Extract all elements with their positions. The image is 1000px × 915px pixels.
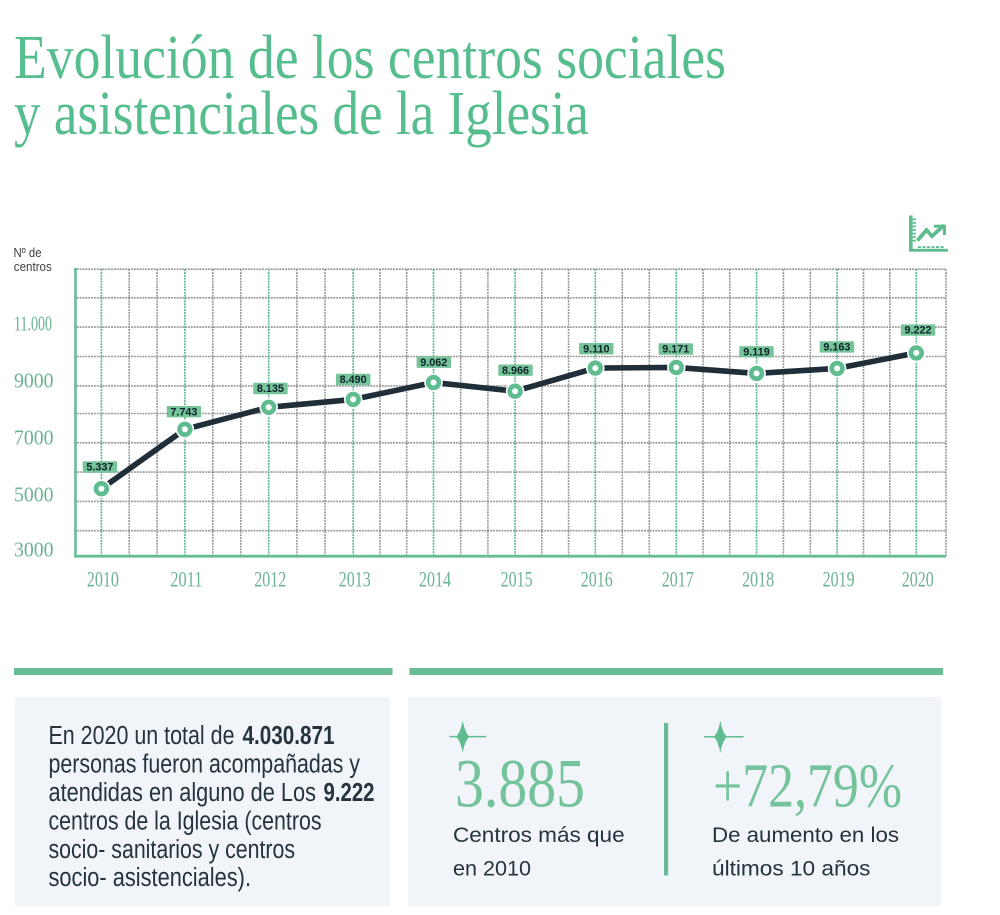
svg-text:9.171: 9.171: [662, 344, 689, 356]
svg-text:8.135: 8.135: [257, 383, 284, 395]
svg-text:8.490: 8.490: [340, 374, 367, 386]
svg-text:2010: 2010: [87, 567, 119, 592]
svg-text:8.966: 8.966: [502, 365, 529, 377]
svg-text:socio- sanitarios y centros: socio- sanitarios y centros: [49, 836, 296, 864]
svg-text:Evolución de los centros socia: Evolución de los centros sociales: [14, 24, 726, 92]
svg-text:centros de la Iglesia (centros: centros de la Iglesia (centros: [49, 808, 322, 836]
svg-text:En 2020 un total de: En 2020 un total de: [49, 722, 235, 750]
svg-text:personas fueron acompañadas y: personas fueron acompañadas y: [49, 751, 361, 779]
svg-text:2011: 2011: [170, 567, 202, 592]
svg-text:y asistenciales de la Iglesia: y asistenciales de la Iglesia: [14, 80, 589, 148]
svg-text:4.030.871: 4.030.871: [243, 722, 335, 750]
svg-text:Nº de: Nº de: [14, 245, 42, 260]
svg-text:5.337: 5.337: [86, 462, 113, 474]
svg-text:9000: 9000: [14, 368, 54, 392]
svg-text:en 2010: en 2010: [453, 857, 531, 881]
svg-text:3.885: 3.885: [455, 745, 585, 821]
svg-text:2016: 2016: [581, 567, 613, 592]
svg-text:atendidas en alguno de Los: atendidas en alguno de Los: [49, 779, 317, 807]
svg-text:2012: 2012: [254, 567, 286, 592]
svg-text:11.000: 11.000: [14, 311, 52, 335]
svg-text:2014: 2014: [419, 567, 451, 592]
svg-text:+72,79%: +72,79%: [713, 752, 902, 820]
svg-text:9.110: 9.110: [583, 343, 609, 355]
svg-text:7000: 7000: [14, 426, 54, 450]
svg-text:2015: 2015: [501, 567, 533, 592]
svg-text:9.163: 9.163: [823, 342, 850, 354]
svg-text:2013: 2013: [339, 567, 371, 592]
svg-text:2019: 2019: [823, 567, 855, 592]
svg-text:7.743: 7.743: [170, 406, 197, 418]
svg-text:De aumento en los: De aumento en los: [712, 823, 899, 847]
svg-text:9.222: 9.222: [904, 325, 931, 337]
svg-text:2020: 2020: [902, 567, 934, 592]
svg-text:9.062: 9.062: [420, 357, 447, 369]
svg-text:3000: 3000: [14, 538, 54, 562]
svg-text:5000: 5000: [14, 483, 54, 507]
svg-text:9.119: 9.119: [743, 346, 769, 358]
svg-text:9.222: 9.222: [324, 779, 375, 807]
svg-text:socio- asistenciales).: socio- asistenciales).: [49, 864, 252, 892]
svg-text:centros: centros: [14, 259, 52, 274]
svg-text:últimos 10 años: últimos 10 años: [712, 857, 871, 881]
svg-text:2017: 2017: [662, 567, 694, 592]
svg-text:2018: 2018: [742, 567, 774, 592]
svg-text:Centros más que: Centros más que: [453, 823, 625, 847]
